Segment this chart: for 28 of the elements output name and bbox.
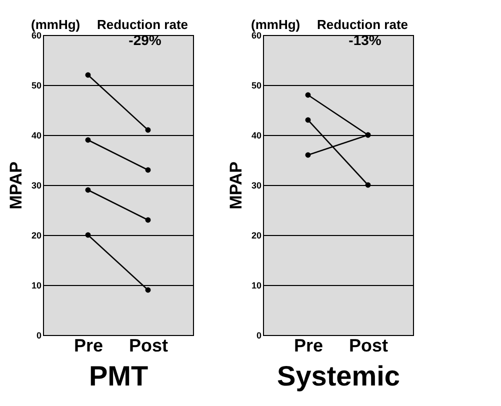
annotation: -13% [348,32,382,48]
y-tick-label: 40 [251,130,262,140]
y-tick-label: 50 [31,80,42,90]
y-tick-label: 20 [251,230,262,240]
text: Reduction rate [316,17,408,32]
y-tick-label: 60 [251,30,262,40]
text: Reduction rate [96,17,188,32]
y-tick-label: 60 [31,30,42,40]
x-tick-label: Pre [294,336,324,356]
y-tick-label: 40 [31,130,42,140]
y-tick-label: 30 [251,180,262,190]
x-tick-label: Post [348,336,388,356]
text: (mmHg) [251,17,300,32]
x-axis-title: Systemic [277,360,400,392]
y-tick-label: 10 [31,280,42,290]
text: (mmHg) [31,17,80,32]
y-tick-label: 30 [31,180,42,190]
y-tick-label: 0 [256,330,262,340]
x-tick-label: Pre [74,336,104,356]
y-axis-title: MPAP [6,162,26,210]
y-tick-label: 10 [251,280,262,290]
y-tick-label: 20 [31,230,42,240]
x-axis-title: PMT [88,360,148,392]
y-axis-title: MPAP [226,162,246,210]
x-tick-label: Post [128,336,168,356]
annotation: -29% [128,32,162,48]
y-tick-label: 50 [251,80,262,90]
y-tick-label: 0 [36,330,42,340]
